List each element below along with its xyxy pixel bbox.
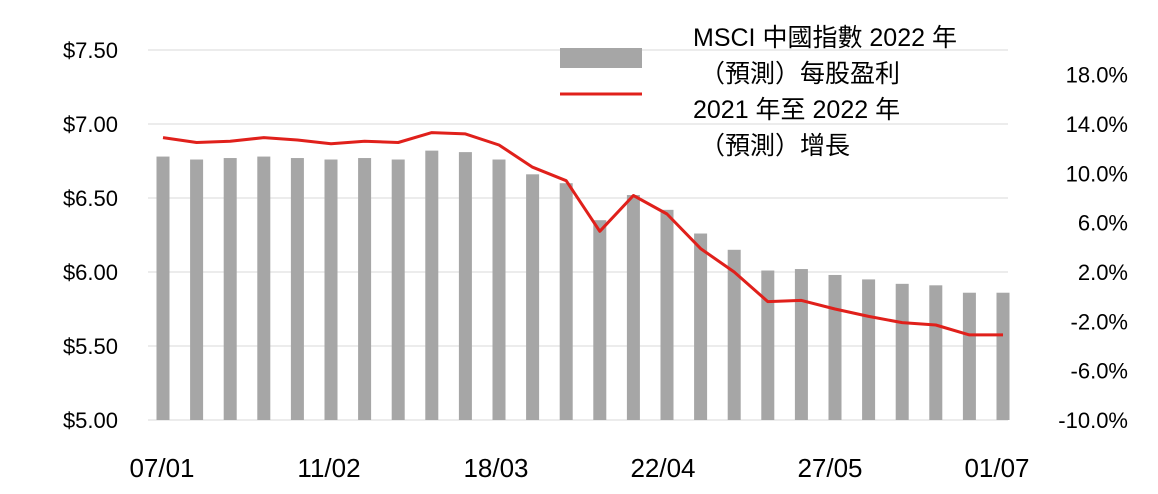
legend-label: （預測）增長 (700, 132, 850, 160)
line-layer (163, 133, 1003, 335)
x-tick-label: 22/04 (630, 453, 695, 483)
bar (325, 160, 338, 420)
bar (459, 152, 472, 420)
x-tick-label: 27/05 (797, 453, 862, 483)
growth-line (163, 133, 1003, 335)
x-axis: 07/01 11/02 18/03 22/04 27/05 01/07 (129, 453, 1029, 483)
bar (795, 269, 808, 420)
bar (560, 183, 573, 420)
bar (896, 284, 909, 420)
bar (963, 293, 976, 420)
bar (593, 220, 606, 420)
y-left-tick-label: $7.50 (63, 38, 118, 63)
y-axis-right: 18.0% 14.0% 10.0% 6.0% 2.0% -2.0% -6.0% -10.0% (1058, 63, 1128, 433)
legend-swatch-bar (560, 48, 642, 68)
bar (694, 234, 707, 420)
y-left-tick-label: $5.50 (63, 334, 118, 359)
bar (291, 158, 304, 420)
bar (392, 160, 405, 420)
bar (997, 293, 1010, 420)
legend-label: （預測）每股盈利 (700, 60, 900, 88)
bar (190, 160, 203, 420)
bar (157, 157, 170, 420)
bar (761, 271, 774, 420)
y-right-tick-label: 2.0% (1078, 260, 1128, 285)
y-right-tick-label: -6.0% (1071, 359, 1128, 384)
bar (493, 160, 506, 420)
bar (661, 210, 674, 420)
y-left-tick-label: $6.50 (63, 186, 118, 211)
bar (257, 157, 270, 420)
legend-label: 2021 年至 2022 年 (693, 96, 900, 124)
y-right-tick-label: 10.0% (1066, 161, 1128, 186)
legend: MSCI 中國指數 2022 年 （預測）每股盈利 2021 年至 2022 年 （預… (560, 24, 957, 160)
y-left-tick-label: $7.00 (63, 112, 118, 137)
legend-label: MSCI 中國指數 2022 年 (693, 24, 957, 52)
x-tick-label: 07/01 (129, 453, 194, 483)
bar (526, 174, 539, 420)
bar (862, 279, 875, 420)
y-left-tick-label: $6.00 (63, 260, 118, 285)
bar (224, 158, 237, 420)
y-right-tick-label: -2.0% (1071, 309, 1128, 334)
bar (829, 275, 842, 420)
bar (627, 195, 640, 420)
bar-layer (157, 151, 1010, 420)
bar (358, 158, 371, 420)
y-left-tick-label: $5.00 (63, 408, 118, 433)
y-right-tick-label: 18.0% (1066, 63, 1128, 88)
bar (929, 285, 942, 420)
x-tick-label: 01/07 (964, 453, 1029, 483)
x-tick-label: 18/03 (463, 453, 528, 483)
y-right-tick-label: 6.0% (1078, 211, 1128, 236)
x-tick-label: 11/02 (297, 453, 360, 483)
y-axis-left: $7.50 $7.00 $6.50 $6.00 $5.50 $5.00 (63, 38, 118, 433)
y-right-tick-label: -10.0% (1058, 408, 1128, 433)
bar (425, 151, 438, 420)
y-right-tick-label: 14.0% (1066, 112, 1128, 137)
